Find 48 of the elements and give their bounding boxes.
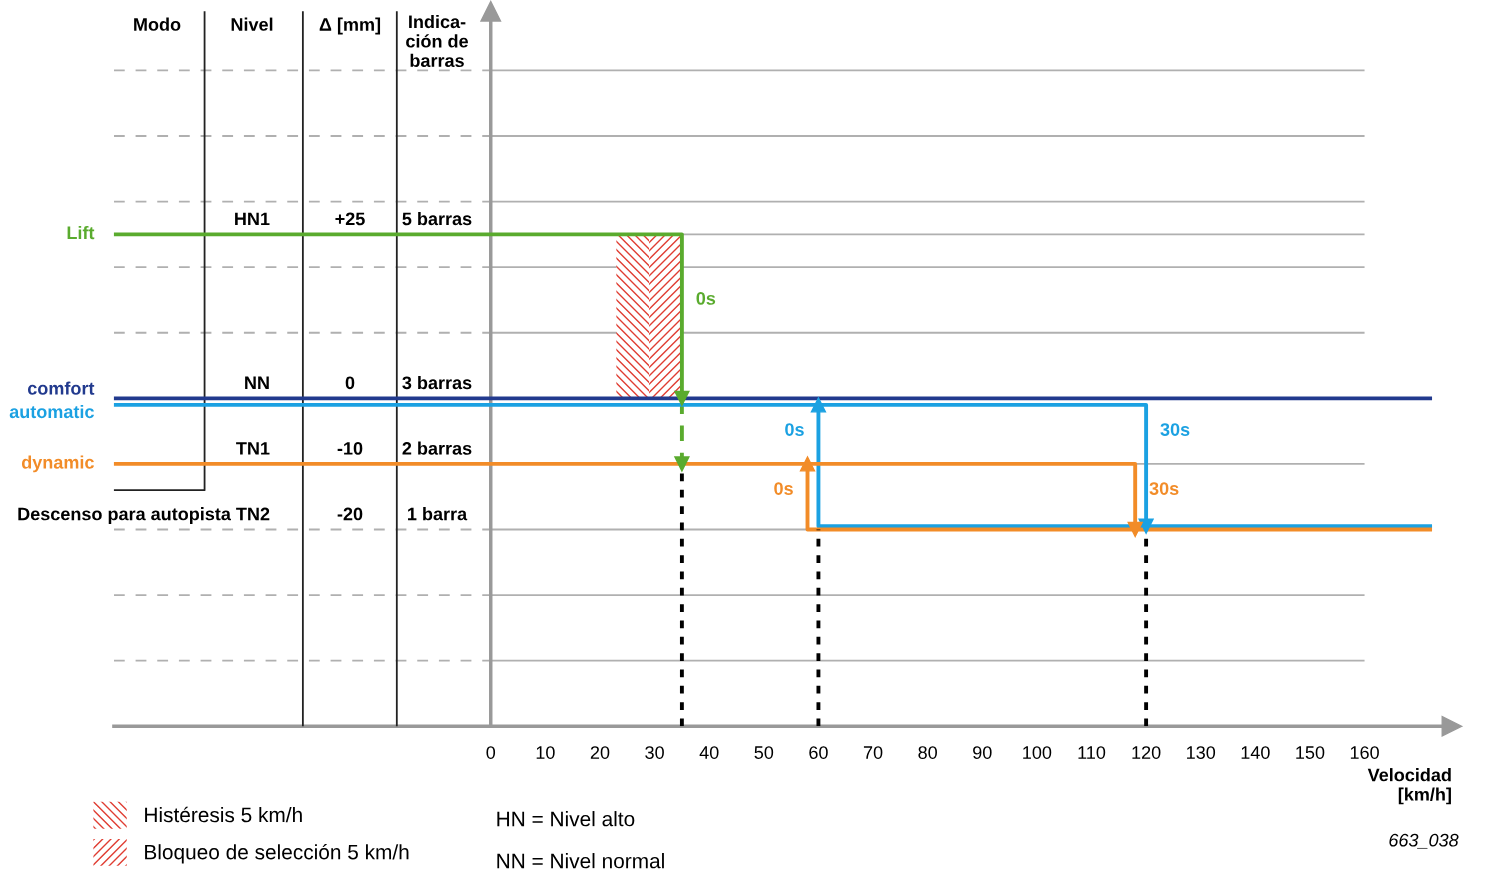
x-tick-label: 140 [1241, 746, 1270, 759]
x-tick-label: 50 [754, 746, 774, 759]
series-label: automatic [9, 404, 94, 419]
text: HN = Nivel alto [497, 811, 635, 827]
annotation: 30s [1160, 423, 1190, 436]
annotation: Nivel [231, 17, 273, 31]
annotation: TN1 [236, 442, 270, 455]
annotation: 5 barras [402, 211, 472, 226]
series-label: dynamic [21, 455, 94, 473]
x-tick-label: 120 [1132, 746, 1161, 759]
x-tick-label: 70 [863, 746, 883, 759]
annotation: Descenso para autopista TN2 [18, 507, 270, 524]
annotation: 3 barras [402, 375, 472, 390]
x-tick-label: 20 [590, 746, 610, 759]
x-tick-label: 110 [1078, 746, 1106, 759]
x-tick-label: 90 [973, 746, 992, 759]
x-tick-label: 30 [645, 746, 664, 759]
series-label: Lift [67, 225, 95, 240]
annotation: 0s [785, 423, 804, 436]
annotation: 0s [774, 482, 793, 495]
series-label: comfort [27, 381, 95, 395]
y-axis-title: Δ [mm] [319, 17, 381, 35]
annotation: Modo [134, 17, 181, 31]
annotation: 0s [696, 292, 716, 305]
annotation: Indica- ción de barras [406, 14, 468, 68]
x-tick-label: 40 [699, 746, 719, 759]
text: 663_038 [1389, 833, 1459, 849]
annotation: 1 barra [408, 507, 468, 521]
x-tick-label: 100 [1023, 746, 1052, 759]
x-tick-label: 60 [809, 746, 828, 759]
x-tick-label: 160 [1350, 746, 1379, 759]
annotation: HN1 [235, 212, 270, 226]
legend-label: Bloqueo de selección 5 km/h [145, 843, 409, 864]
annotation: 2 barras [402, 441, 472, 455]
x-tick-label: 10 [536, 746, 555, 759]
x-axis-title: Velocidad [km/h] [1367, 768, 1451, 805]
text: NN = Nivel normal [497, 853, 664, 869]
y-tick-label: -20 [337, 507, 363, 521]
annotation: NN [245, 376, 269, 390]
x-tick-label: 130 [1187, 746, 1216, 759]
x-tick-label: 150 [1296, 746, 1325, 759]
x-tick-label: 0 [486, 746, 496, 759]
x-tick-label: 80 [918, 746, 937, 759]
y-tick-label: +25 [335, 212, 365, 226]
legend-label: Histéresis 5 km/h [145, 806, 302, 823]
y-tick-label: -10 [337, 442, 363, 455]
y-tick-label: 0 [345, 376, 355, 390]
annotation: 30s [1149, 482, 1179, 496]
